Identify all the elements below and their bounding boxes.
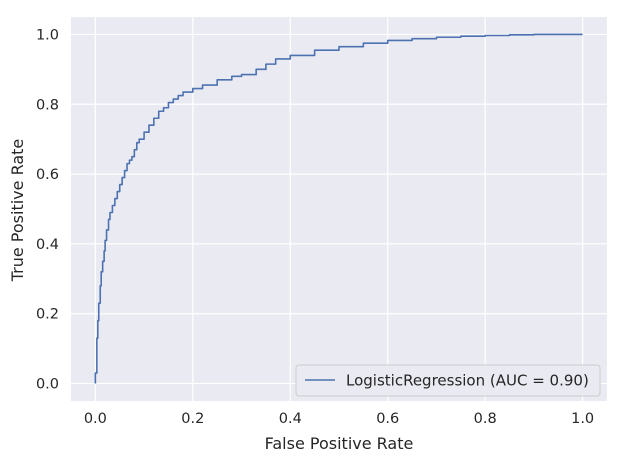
grid-lines bbox=[71, 17, 607, 401]
y-tick-label: 0.0 bbox=[36, 377, 59, 393]
x-tick-label: 0.4 bbox=[279, 411, 302, 427]
plot-background bbox=[71, 17, 607, 401]
y-tick-labels: 0.0 0.2 0.4 0.6 0.8 1.0 bbox=[36, 27, 59, 392]
x-axis-label: False Positive Rate bbox=[265, 434, 414, 453]
y-tick-label: 0.6 bbox=[36, 167, 59, 183]
legend-entry-label: LogisticRegression (AUC = 0.90) bbox=[346, 372, 589, 390]
x-tick-labels: 0.0 0.2 0.4 0.6 0.8 1.0 bbox=[84, 411, 594, 427]
y-tick-label: 0.8 bbox=[36, 97, 59, 113]
x-tick-label: 1.0 bbox=[571, 411, 594, 427]
roc-curve-line bbox=[94, 33, 583, 384]
x-tick-label: 0.2 bbox=[181, 411, 204, 427]
y-tick-label: 1.0 bbox=[36, 27, 59, 43]
y-tick-label: 0.4 bbox=[36, 237, 59, 253]
y-axis-label: True Positive Rate bbox=[8, 139, 27, 283]
series-layer bbox=[94, 33, 583, 384]
x-tick-label: 0.0 bbox=[84, 411, 107, 427]
legend: LogisticRegression (AUC = 0.90) bbox=[295, 364, 601, 397]
x-tick-label: 0.6 bbox=[376, 411, 399, 427]
y-tick-label: 0.2 bbox=[36, 307, 59, 323]
x-tick-label: 0.8 bbox=[474, 411, 497, 427]
legend-box bbox=[295, 364, 601, 397]
